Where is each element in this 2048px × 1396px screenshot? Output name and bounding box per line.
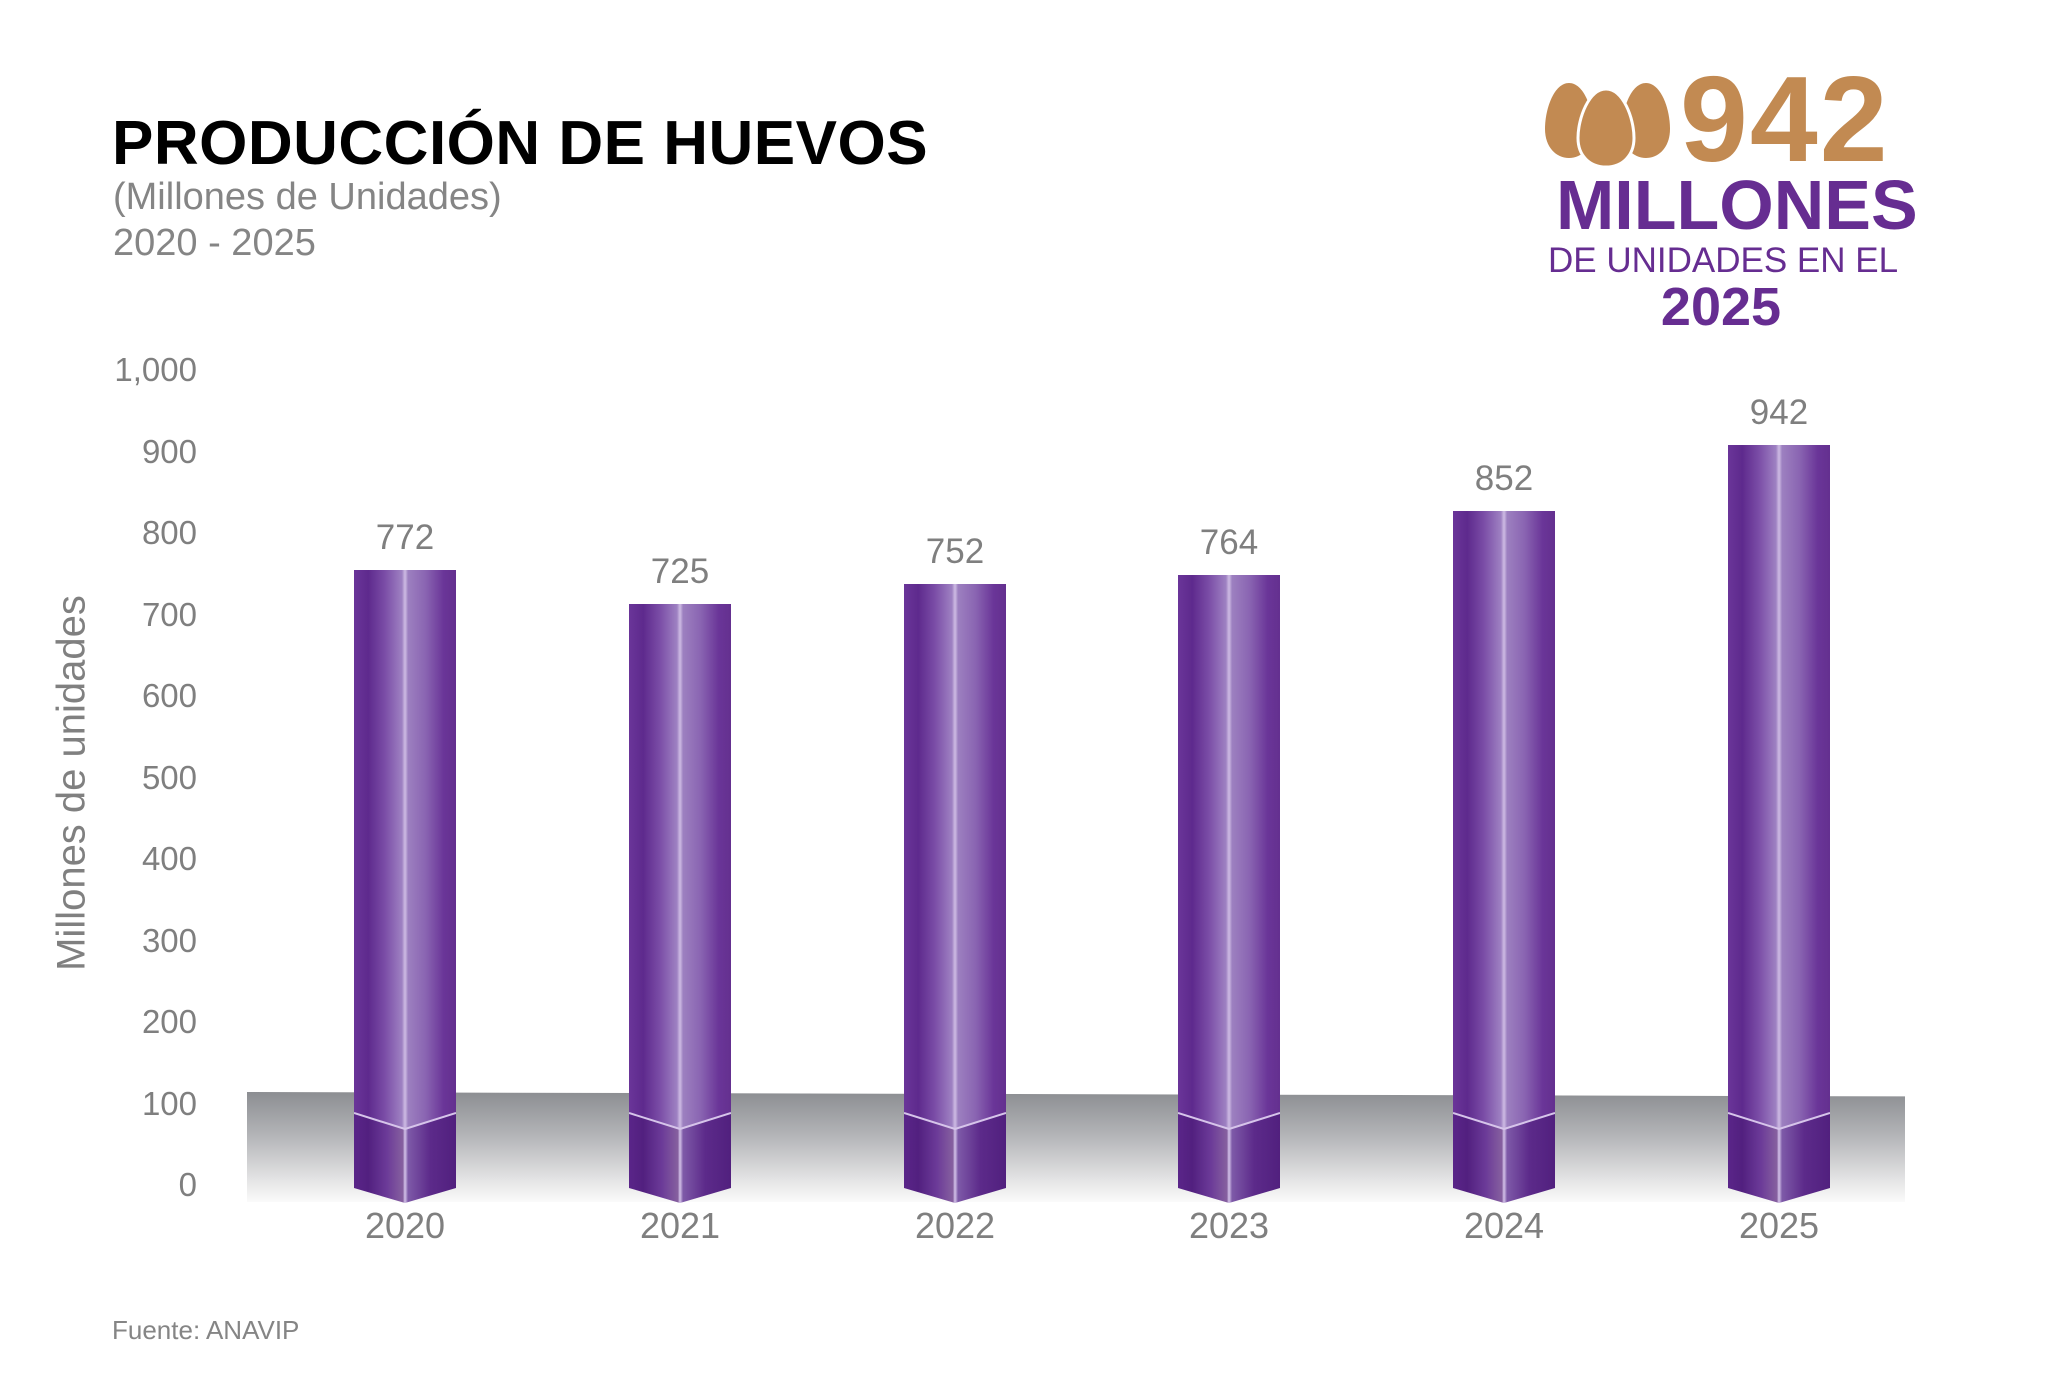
y-tick-label: 300 [141, 921, 197, 959]
x-tick-label: 2020 [364, 1205, 446, 1246]
bar-value-label: 764 [1199, 523, 1259, 562]
y-tick-label: 0 [178, 1166, 197, 1203]
bar-value-label: 942 [1749, 393, 1809, 432]
x-tick-label: 2022 [914, 1205, 996, 1246]
y-axis-title: Millones de unidades [49, 595, 94, 971]
y-tick-label: 700 [141, 595, 197, 633]
bar-value-label: 752 [925, 532, 985, 571]
badge-millones: MILLONES [1556, 166, 1918, 244]
eggs-icon [1540, 76, 1680, 176]
x-tick-label: 2023 [1188, 1205, 1270, 1246]
bar-body [1728, 445, 1830, 1129]
chart-subtitle: (Millones de Unidades) [113, 176, 502, 218]
bar-value-label: 852 [1474, 459, 1534, 498]
y-tick-label: 400 [141, 840, 197, 877]
x-tick-label: 2021 [639, 1205, 721, 1246]
y-tick-label: 800 [141, 514, 197, 551]
bar-value-label: 725 [650, 552, 710, 591]
y-tick-label: 500 [141, 758, 197, 796]
x-tick-label: 2024 [1463, 1205, 1545, 1246]
chart-title: PRODUCCIÓN DE HUEVOS [112, 109, 929, 178]
y-tick-label: 100 [141, 1084, 197, 1122]
bar-body [629, 604, 731, 1129]
y-tick-label: 600 [141, 677, 197, 714]
bar-body [1453, 511, 1555, 1129]
badge-year: 2025 [1660, 277, 1782, 337]
y-tick-label: 1,000 [114, 351, 197, 388]
source-note: Fuente: ANAVIP [112, 1315, 300, 1345]
bar-body [1178, 575, 1280, 1129]
bar-body [354, 570, 456, 1129]
y-tick-label: 200 [141, 1003, 197, 1040]
x-tick-label: 2025 [1738, 1205, 1820, 1246]
badge-units-text: DE UNIDADES EN EL [1548, 241, 1899, 280]
bar-value-label: 772 [375, 518, 435, 557]
bar-body [904, 584, 1006, 1129]
chart-period: 2020 - 2025 [113, 222, 316, 264]
badge-number: 942 [1680, 51, 1890, 187]
chart-floor [247, 1092, 1905, 1202]
y-tick-label: 900 [141, 432, 197, 470]
